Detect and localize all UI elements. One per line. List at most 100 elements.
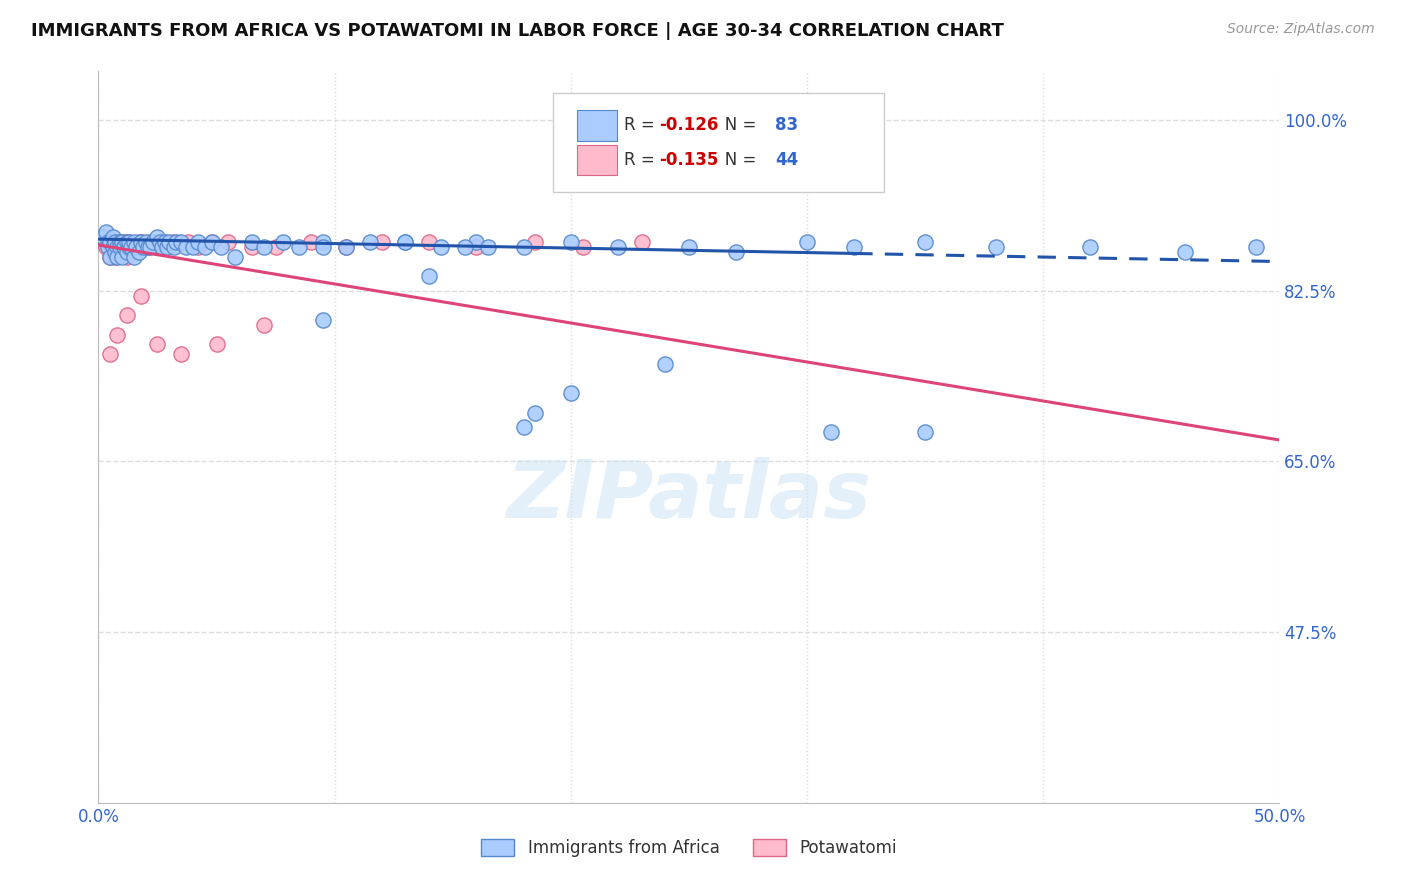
Point (104, 250, 127, 264)
Point (118, 240, 141, 254)
Text: 44: 44 (775, 151, 799, 169)
Point (512, 240, 534, 254)
Point (607, 240, 630, 254)
Text: N =: N = (709, 117, 762, 135)
Point (115, 250, 138, 264)
Point (512, 420, 534, 434)
Point (163, 235, 186, 249)
Point (394, 235, 416, 249)
Point (111, 250, 134, 264)
Point (1244, 240, 1267, 254)
Point (135, 235, 157, 249)
Point (371, 235, 394, 249)
Point (654, 357, 676, 371)
Text: 83: 83 (775, 117, 799, 135)
Point (174, 240, 197, 254)
Point (112, 240, 135, 254)
Point (524, 406, 547, 420)
Point (170, 235, 193, 249)
Point (418, 235, 440, 249)
Point (844, 240, 866, 254)
Point (139, 240, 162, 254)
Point (524, 235, 547, 249)
Point (678, 240, 700, 254)
Point (101, 240, 124, 254)
Point (122, 240, 145, 254)
Point (187, 240, 209, 254)
Point (98, 250, 121, 264)
Point (105, 240, 128, 254)
Point (165, 235, 187, 249)
Point (149, 235, 172, 249)
Point (1174, 244, 1197, 259)
Point (91, 230, 114, 244)
Point (94, 225, 117, 239)
Point (115, 244, 138, 259)
Point (224, 250, 246, 264)
Point (299, 235, 322, 249)
Point (129, 235, 152, 249)
Point (177, 235, 200, 249)
Point (725, 244, 748, 259)
Point (181, 240, 204, 254)
Point (335, 240, 357, 254)
Point (430, 240, 453, 254)
Point (104, 244, 127, 259)
Point (98, 235, 121, 249)
Point (139, 235, 162, 249)
Point (132, 240, 155, 254)
Point (477, 240, 499, 254)
Point (118, 235, 141, 249)
Point (253, 318, 276, 332)
Point (108, 240, 131, 254)
Point (111, 240, 134, 254)
Point (97, 235, 120, 249)
Text: N =: N = (709, 151, 762, 169)
Point (217, 235, 239, 249)
Point (465, 235, 488, 249)
Point (146, 337, 169, 351)
Point (914, 235, 936, 249)
Text: R =: R = (624, 117, 659, 135)
Point (112, 235, 135, 249)
Point (112, 240, 135, 254)
Point (101, 230, 124, 244)
Point (312, 240, 335, 254)
Point (271, 235, 294, 249)
Point (135, 240, 157, 254)
Point (98, 250, 121, 264)
Point (146, 240, 169, 254)
Point (264, 240, 287, 254)
FancyBboxPatch shape (576, 110, 617, 141)
Point (253, 240, 276, 254)
Point (156, 240, 179, 254)
Point (163, 240, 186, 254)
Point (129, 235, 152, 249)
Point (115, 235, 138, 249)
Point (418, 269, 440, 284)
Point (122, 235, 145, 249)
Point (104, 235, 127, 249)
Point (150, 240, 173, 254)
Point (146, 230, 169, 244)
Point (560, 235, 582, 249)
Point (94, 240, 117, 254)
Point (465, 240, 488, 254)
Point (128, 235, 150, 249)
Text: IMMIGRANTS FROM AFRICA VS POTAWATOMI IN LABOR FORCE | AGE 30-34 CORRELATION CHAR: IMMIGRANTS FROM AFRICA VS POTAWATOMI IN … (31, 22, 1004, 40)
Point (105, 327, 128, 342)
Point (129, 288, 152, 302)
Point (91, 235, 114, 249)
Point (288, 240, 311, 254)
Point (187, 235, 209, 249)
Point (312, 313, 335, 327)
Point (335, 240, 357, 254)
Point (115, 308, 138, 322)
Text: -0.126: -0.126 (659, 117, 718, 135)
Point (105, 235, 128, 249)
Point (101, 240, 124, 254)
Point (209, 240, 232, 254)
Point (98, 235, 121, 249)
Point (98, 347, 121, 361)
Point (240, 240, 263, 254)
